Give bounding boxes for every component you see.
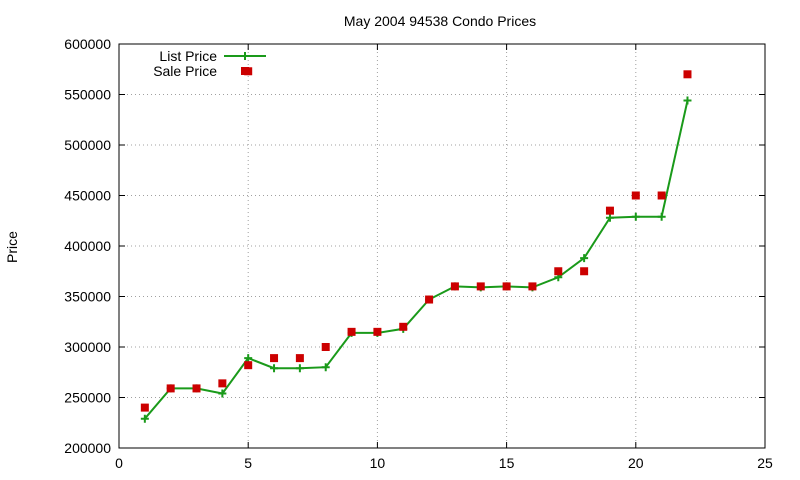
- sale-price-point: [631, 191, 640, 200]
- sale-price-point: [270, 354, 279, 363]
- list-price-point: [631, 212, 640, 221]
- legend: List Price Sale Price: [153, 48, 266, 79]
- sale-price-point: [657, 191, 666, 200]
- y-tick-label: 450000: [64, 188, 111, 204]
- legend-label-sale-price: Sale Price: [153, 63, 217, 79]
- x-tick-label: 15: [499, 455, 515, 471]
- sale-price-point: [502, 282, 511, 291]
- sale-price-point: [450, 282, 459, 291]
- y-tick-label: 300000: [64, 339, 111, 355]
- x-tick-label: 10: [370, 455, 386, 471]
- sale-price-point: [580, 267, 589, 276]
- y-tick-label: 250000: [64, 390, 111, 406]
- list-price-point: [140, 414, 149, 423]
- list-price-point: [321, 363, 330, 372]
- legend-label-list-price: List Price: [159, 48, 217, 64]
- y-tick-label: 600000: [64, 36, 111, 52]
- y-tick-label: 350000: [64, 289, 111, 305]
- sale-price-point: [373, 327, 382, 336]
- sale-price-point: [347, 327, 356, 336]
- sale-price-point: [683, 70, 692, 79]
- sale-price-point: [166, 384, 175, 393]
- list-price-point: [244, 354, 253, 363]
- y-tick-label: 550000: [64, 87, 111, 103]
- list-price-point: [218, 389, 227, 398]
- sale-price-point: [554, 267, 563, 276]
- x-tick-label: 20: [628, 455, 644, 471]
- y-tick-label: 400000: [64, 238, 111, 254]
- y-axis-title: Price: [4, 231, 20, 263]
- sale-price-point: [476, 282, 485, 291]
- list-price-point: [295, 364, 304, 373]
- x-tick-label: 25: [757, 455, 773, 471]
- y-tick-label: 500000: [64, 137, 111, 153]
- axis-ticks: 200000 250000 300000 350000 400000 450000 5000…: [64, 36, 773, 471]
- sale-price-point: [399, 322, 408, 331]
- x-tick-label: 5: [244, 455, 252, 471]
- sale-price-point: [425, 295, 434, 304]
- sale-price-point: [140, 403, 149, 412]
- series-layer: [140, 67, 692, 423]
- sale-price-point: [218, 379, 227, 388]
- x-tick-label: 0: [115, 455, 123, 471]
- sale-price-point: [605, 206, 614, 215]
- sale-price-point: [321, 343, 330, 351]
- list-price-point: [683, 96, 692, 105]
- list-price-point: [270, 364, 279, 373]
- sale-price-point: [295, 354, 304, 363]
- list-price-point: [657, 212, 666, 221]
- list-price-line: [144, 100, 689, 420]
- grid: [119, 44, 765, 448]
- chart-title: May 2004 94538 Condo Prices: [344, 13, 536, 29]
- sale-price-point: [528, 282, 537, 291]
- list-price-point: [580, 254, 589, 263]
- sale-price-point: [192, 384, 201, 393]
- list-price-point: [605, 213, 614, 222]
- sale-price-point: [244, 361, 253, 370]
- legend-marker-list-price: [241, 52, 249, 60]
- y-tick-label: 200000: [64, 440, 111, 456]
- legend-marker-sale-price: [241, 67, 249, 75]
